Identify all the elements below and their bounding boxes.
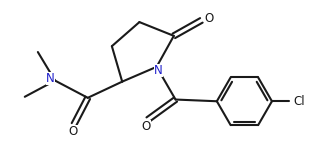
Text: O: O [204,12,214,25]
Text: N: N [154,65,163,77]
Text: Cl: Cl [294,95,305,108]
Text: N: N [46,72,55,85]
Text: O: O [142,120,151,133]
Text: O: O [69,125,78,138]
